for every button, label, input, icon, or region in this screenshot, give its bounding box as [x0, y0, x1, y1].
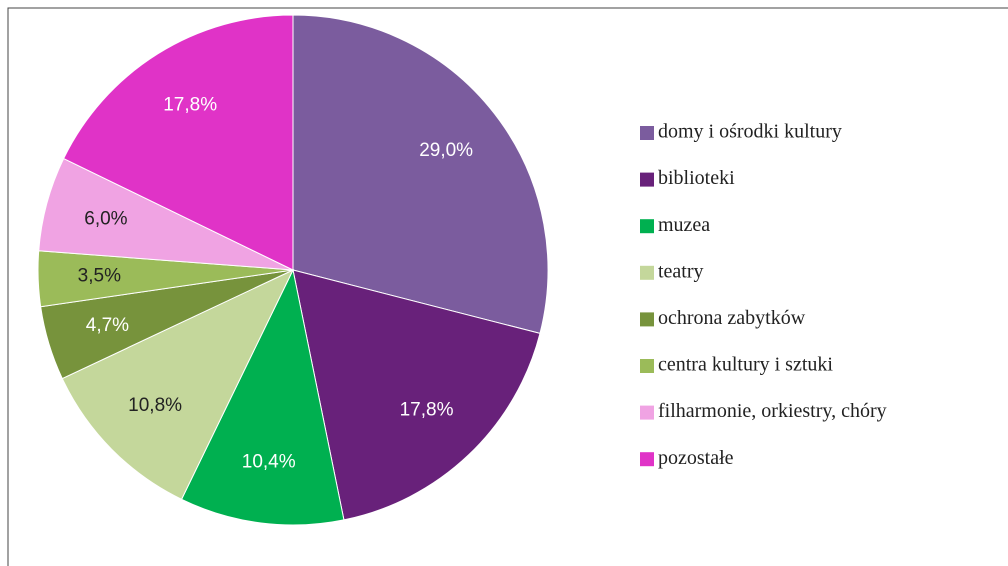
pie-slice: [292, 14, 549, 335]
data-label: 6,0%: [84, 208, 127, 229]
data-label: 17,8%: [400, 399, 454, 420]
data-label: 4,7%: [86, 315, 129, 336]
legend-label: biblioteki: [658, 167, 735, 189]
pie-slice: [62, 14, 294, 271]
legend-label: teatry: [658, 260, 704, 282]
pie-slice: [292, 269, 541, 521]
data-label: 10,4%: [242, 451, 296, 472]
pie-slice: [180, 268, 345, 526]
legend-swatch: [640, 312, 654, 327]
legend-swatch: [640, 359, 654, 373]
legend-label: domy i ośrodki kultury: [658, 121, 842, 143]
legend-swatch: [640, 265, 654, 280]
legend-label: centra kultury i sztuki: [658, 354, 833, 376]
data-label: 17,8%: [163, 95, 217, 116]
data-label: 10,8%: [128, 395, 182, 416]
data-label: 29,0%: [419, 140, 473, 161]
legend-label: muzea: [658, 214, 710, 236]
legend-label: ochrona zabytków: [658, 307, 806, 329]
legend-swatch: [640, 219, 654, 234]
frame: [7, 7, 1008, 566]
legend-swatch: [640, 452, 654, 467]
legend-swatch: [640, 126, 654, 140]
data-label: 3,5%: [78, 266, 121, 287]
legend-label: filharmonie, orkiestry, chóry: [658, 400, 887, 422]
legend-swatch: [640, 405, 654, 420]
legend-label: pozostałe: [658, 447, 734, 469]
pie-slice: [61, 268, 295, 501]
legend-swatch: [640, 172, 654, 187]
